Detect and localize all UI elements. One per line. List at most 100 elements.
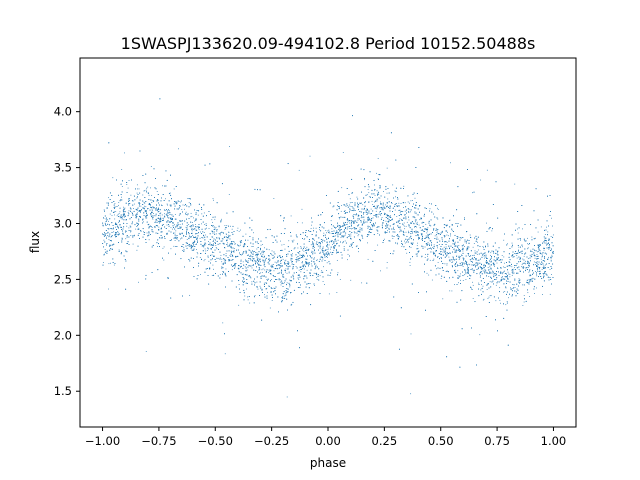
data-point	[170, 227, 172, 229]
data-point	[399, 226, 401, 228]
data-point	[468, 263, 470, 265]
data-point	[462, 250, 464, 252]
data-point	[197, 214, 199, 216]
data-point	[406, 221, 408, 223]
data-point	[292, 253, 293, 255]
data-point	[221, 261, 223, 263]
data-point	[311, 224, 313, 226]
data-point	[317, 245, 319, 247]
data-point	[139, 211, 141, 212]
data-point	[368, 219, 370, 221]
data-point	[191, 230, 193, 232]
data-point	[526, 267, 528, 268]
data-point	[172, 228, 173, 230]
data-point	[173, 188, 175, 190]
data-point	[330, 240, 332, 242]
data-point	[176, 235, 178, 237]
data-point	[450, 162, 451, 164]
data-point	[527, 247, 529, 249]
data-point	[528, 243, 530, 245]
data-point	[201, 213, 203, 215]
data-point	[233, 249, 235, 251]
data-point	[252, 255, 254, 257]
data-point	[192, 234, 194, 236]
data-point	[399, 209, 401, 211]
data-point	[540, 258, 542, 260]
data-point	[220, 218, 222, 220]
data-point	[420, 229, 422, 231]
data-point	[393, 223, 395, 224]
data-point	[145, 206, 147, 208]
data-point	[204, 248, 206, 250]
data-point	[377, 244, 379, 246]
data-point	[489, 266, 491, 268]
data-point	[380, 208, 382, 210]
data-point	[303, 264, 305, 265]
data-point	[361, 215, 363, 217]
data-point	[394, 209, 396, 211]
data-point	[455, 244, 457, 246]
data-point	[472, 297, 474, 299]
data-point	[537, 258, 539, 259]
data-point	[311, 252, 312, 253]
data-point	[277, 255, 279, 257]
data-point	[179, 224, 181, 225]
data-point	[438, 244, 440, 245]
data-point	[295, 266, 297, 267]
data-point	[291, 240, 293, 242]
data-point	[245, 252, 247, 254]
data-point	[302, 268, 303, 270]
data-point	[433, 213, 434, 215]
data-point	[284, 260, 286, 262]
data-point	[166, 214, 167, 216]
data-point	[148, 239, 150, 241]
data-point	[136, 192, 138, 194]
data-point	[279, 261, 281, 262]
data-point	[150, 204, 151, 206]
data-point	[249, 250, 251, 251]
data-point	[372, 217, 374, 219]
data-point	[488, 276, 490, 277]
data-point	[293, 248, 295, 250]
data-point	[332, 206, 334, 208]
data-point	[333, 241, 335, 243]
data-point	[327, 230, 329, 232]
data-point	[446, 242, 448, 243]
data-point	[106, 237, 107, 239]
data-point	[214, 218, 216, 220]
data-point	[359, 230, 360, 232]
data-point	[328, 231, 330, 233]
data-point	[251, 267, 253, 269]
data-point	[449, 220, 450, 221]
data-point	[218, 232, 220, 234]
data-point	[271, 266, 273, 268]
data-point	[256, 248, 258, 250]
data-point	[544, 261, 546, 262]
data-point	[181, 208, 183, 210]
data-point	[480, 275, 481, 277]
data-point	[427, 248, 428, 250]
data-point	[303, 276, 305, 278]
data-point	[300, 271, 302, 273]
data-point	[494, 263, 496, 265]
data-point	[112, 177, 114, 179]
data-point	[123, 206, 124, 208]
data-point	[293, 265, 294, 267]
data-point	[502, 291, 504, 293]
data-point	[104, 234, 106, 235]
data-point	[202, 231, 204, 233]
data-point	[103, 209, 105, 211]
data-point	[227, 234, 229, 236]
data-point	[274, 261, 276, 263]
data-point	[221, 268, 223, 270]
data-point	[441, 238, 443, 240]
data-point	[476, 265, 478, 267]
data-point	[503, 256, 505, 258]
data-point	[451, 230, 453, 232]
data-point	[347, 205, 349, 206]
data-point	[151, 208, 153, 210]
data-point	[238, 284, 240, 286]
data-point	[454, 264, 456, 266]
data-point	[381, 217, 383, 218]
data-point	[347, 253, 349, 255]
